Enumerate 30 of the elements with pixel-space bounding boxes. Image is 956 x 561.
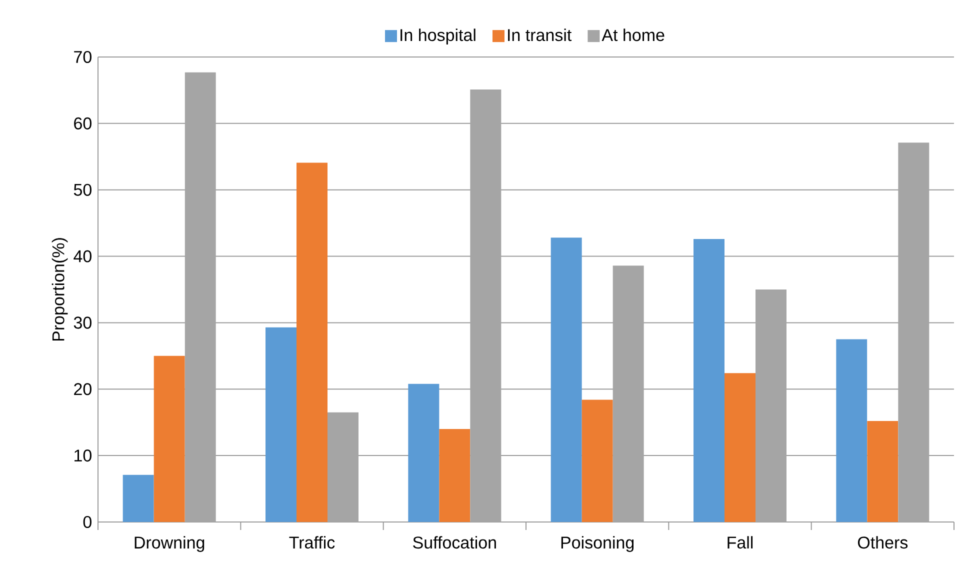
bar	[154, 356, 185, 522]
y-axis-title: Proportion(%)	[52, 238, 68, 341]
legend-label: In hospital	[400, 28, 476, 44]
bar	[694, 239, 724, 522]
bar	[122, 474, 154, 522]
bar	[836, 339, 868, 522]
y-tick-label: 0	[83, 516, 92, 528]
bar	[724, 373, 756, 522]
legend-label: In transit	[508, 28, 572, 42]
y-tick-label: 60	[74, 117, 92, 130]
y-tick-label: 30	[74, 316, 92, 329]
y-tick-label: 40	[74, 250, 92, 262]
bar	[296, 162, 328, 522]
x-tick-label: Fall	[728, 536, 753, 549]
y-tick-label: 20	[74, 383, 92, 396]
bar	[266, 327, 297, 522]
x-tick-label: Suffocation	[413, 536, 496, 549]
bar	[550, 238, 582, 522]
y-tick-label: 50	[74, 184, 92, 196]
bar	[582, 400, 613, 522]
legend-label: At home	[602, 28, 664, 42]
y-tick-label: 70	[74, 50, 92, 64]
bar	[867, 421, 898, 522]
y-tick-label: 10	[74, 450, 92, 462]
bar	[439, 428, 470, 522]
x-tick-label: Poisoning	[561, 536, 634, 552]
bar	[408, 384, 440, 522]
x-tick-label: Others	[858, 536, 908, 549]
x-tick-label: Traffic	[289, 536, 335, 549]
x-tick-label: Drowning	[134, 536, 204, 552]
